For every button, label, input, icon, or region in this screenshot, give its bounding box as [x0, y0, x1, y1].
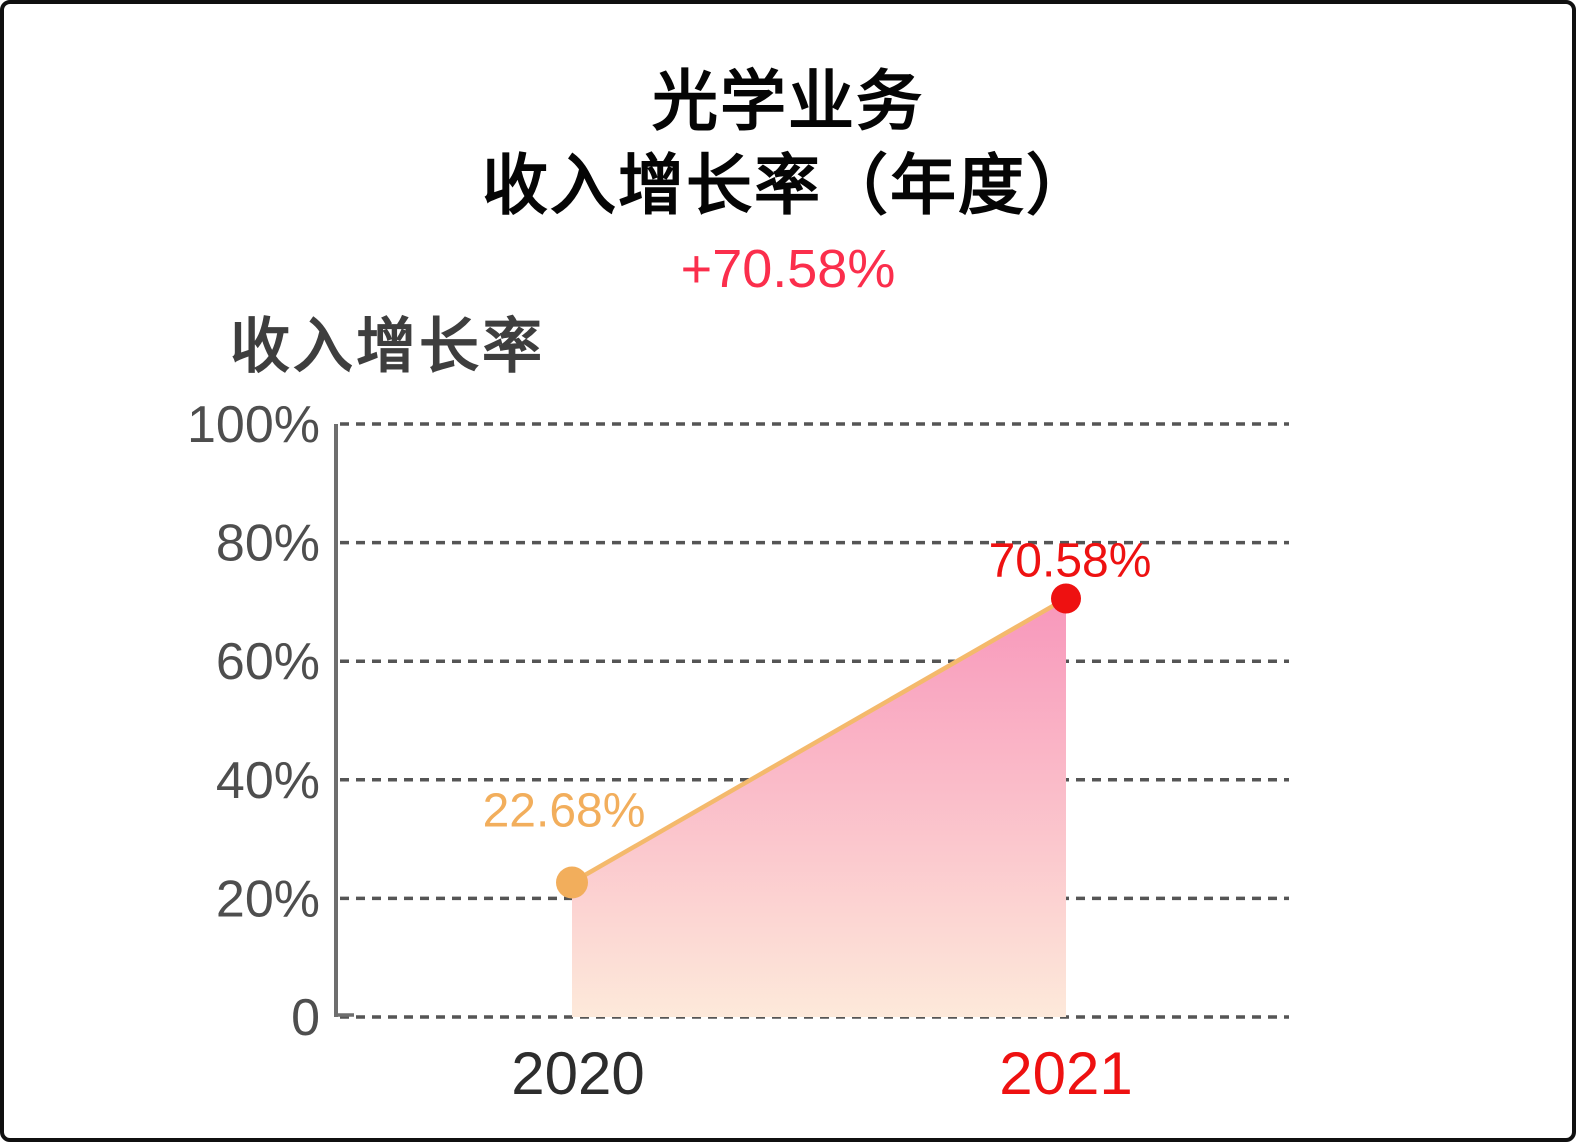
data-point-2021: [1051, 583, 1081, 614]
y-tick-label-0: 0: [291, 989, 320, 1047]
y-axis: 100% 80% 60% 40% 20% 0: [187, 396, 354, 1047]
x-axis-labels: 2020 2021: [511, 1040, 1132, 1107]
data-label-2020: 22.68%: [483, 785, 646, 838]
y-tick-label-60: 60%: [216, 633, 320, 691]
main-title-line1: 光学业务: [652, 64, 924, 138]
y-tick-label-80: 80%: [216, 515, 320, 573]
y-tick-label-40: 40%: [216, 752, 320, 810]
data-series: 22.68% 70.58%: [483, 534, 1152, 1017]
data-label-2021: 70.58%: [989, 534, 1152, 587]
y-tick-label-100: 100%: [187, 396, 320, 454]
gridlines: [340, 422, 1289, 1019]
x-tick-label-2021: 2021: [999, 1040, 1132, 1107]
area-fill: [572, 598, 1066, 1017]
growth-area-chart: 100% 80% 60% 40% 20% 0 22.68% 70.58% 2020 2021: [187, 396, 1289, 1107]
y-tick-label-20: 20%: [216, 870, 320, 928]
data-point-2020: [556, 866, 588, 899]
x-tick-label-2020: 2020: [511, 1040, 644, 1107]
trend-line: [569, 596, 1069, 885]
overall-change-label: +70.58%: [680, 239, 896, 299]
main-title-line2: 收入增长率（年度）: [482, 148, 1094, 222]
chart-series-title: 收入增长率: [230, 313, 545, 380]
